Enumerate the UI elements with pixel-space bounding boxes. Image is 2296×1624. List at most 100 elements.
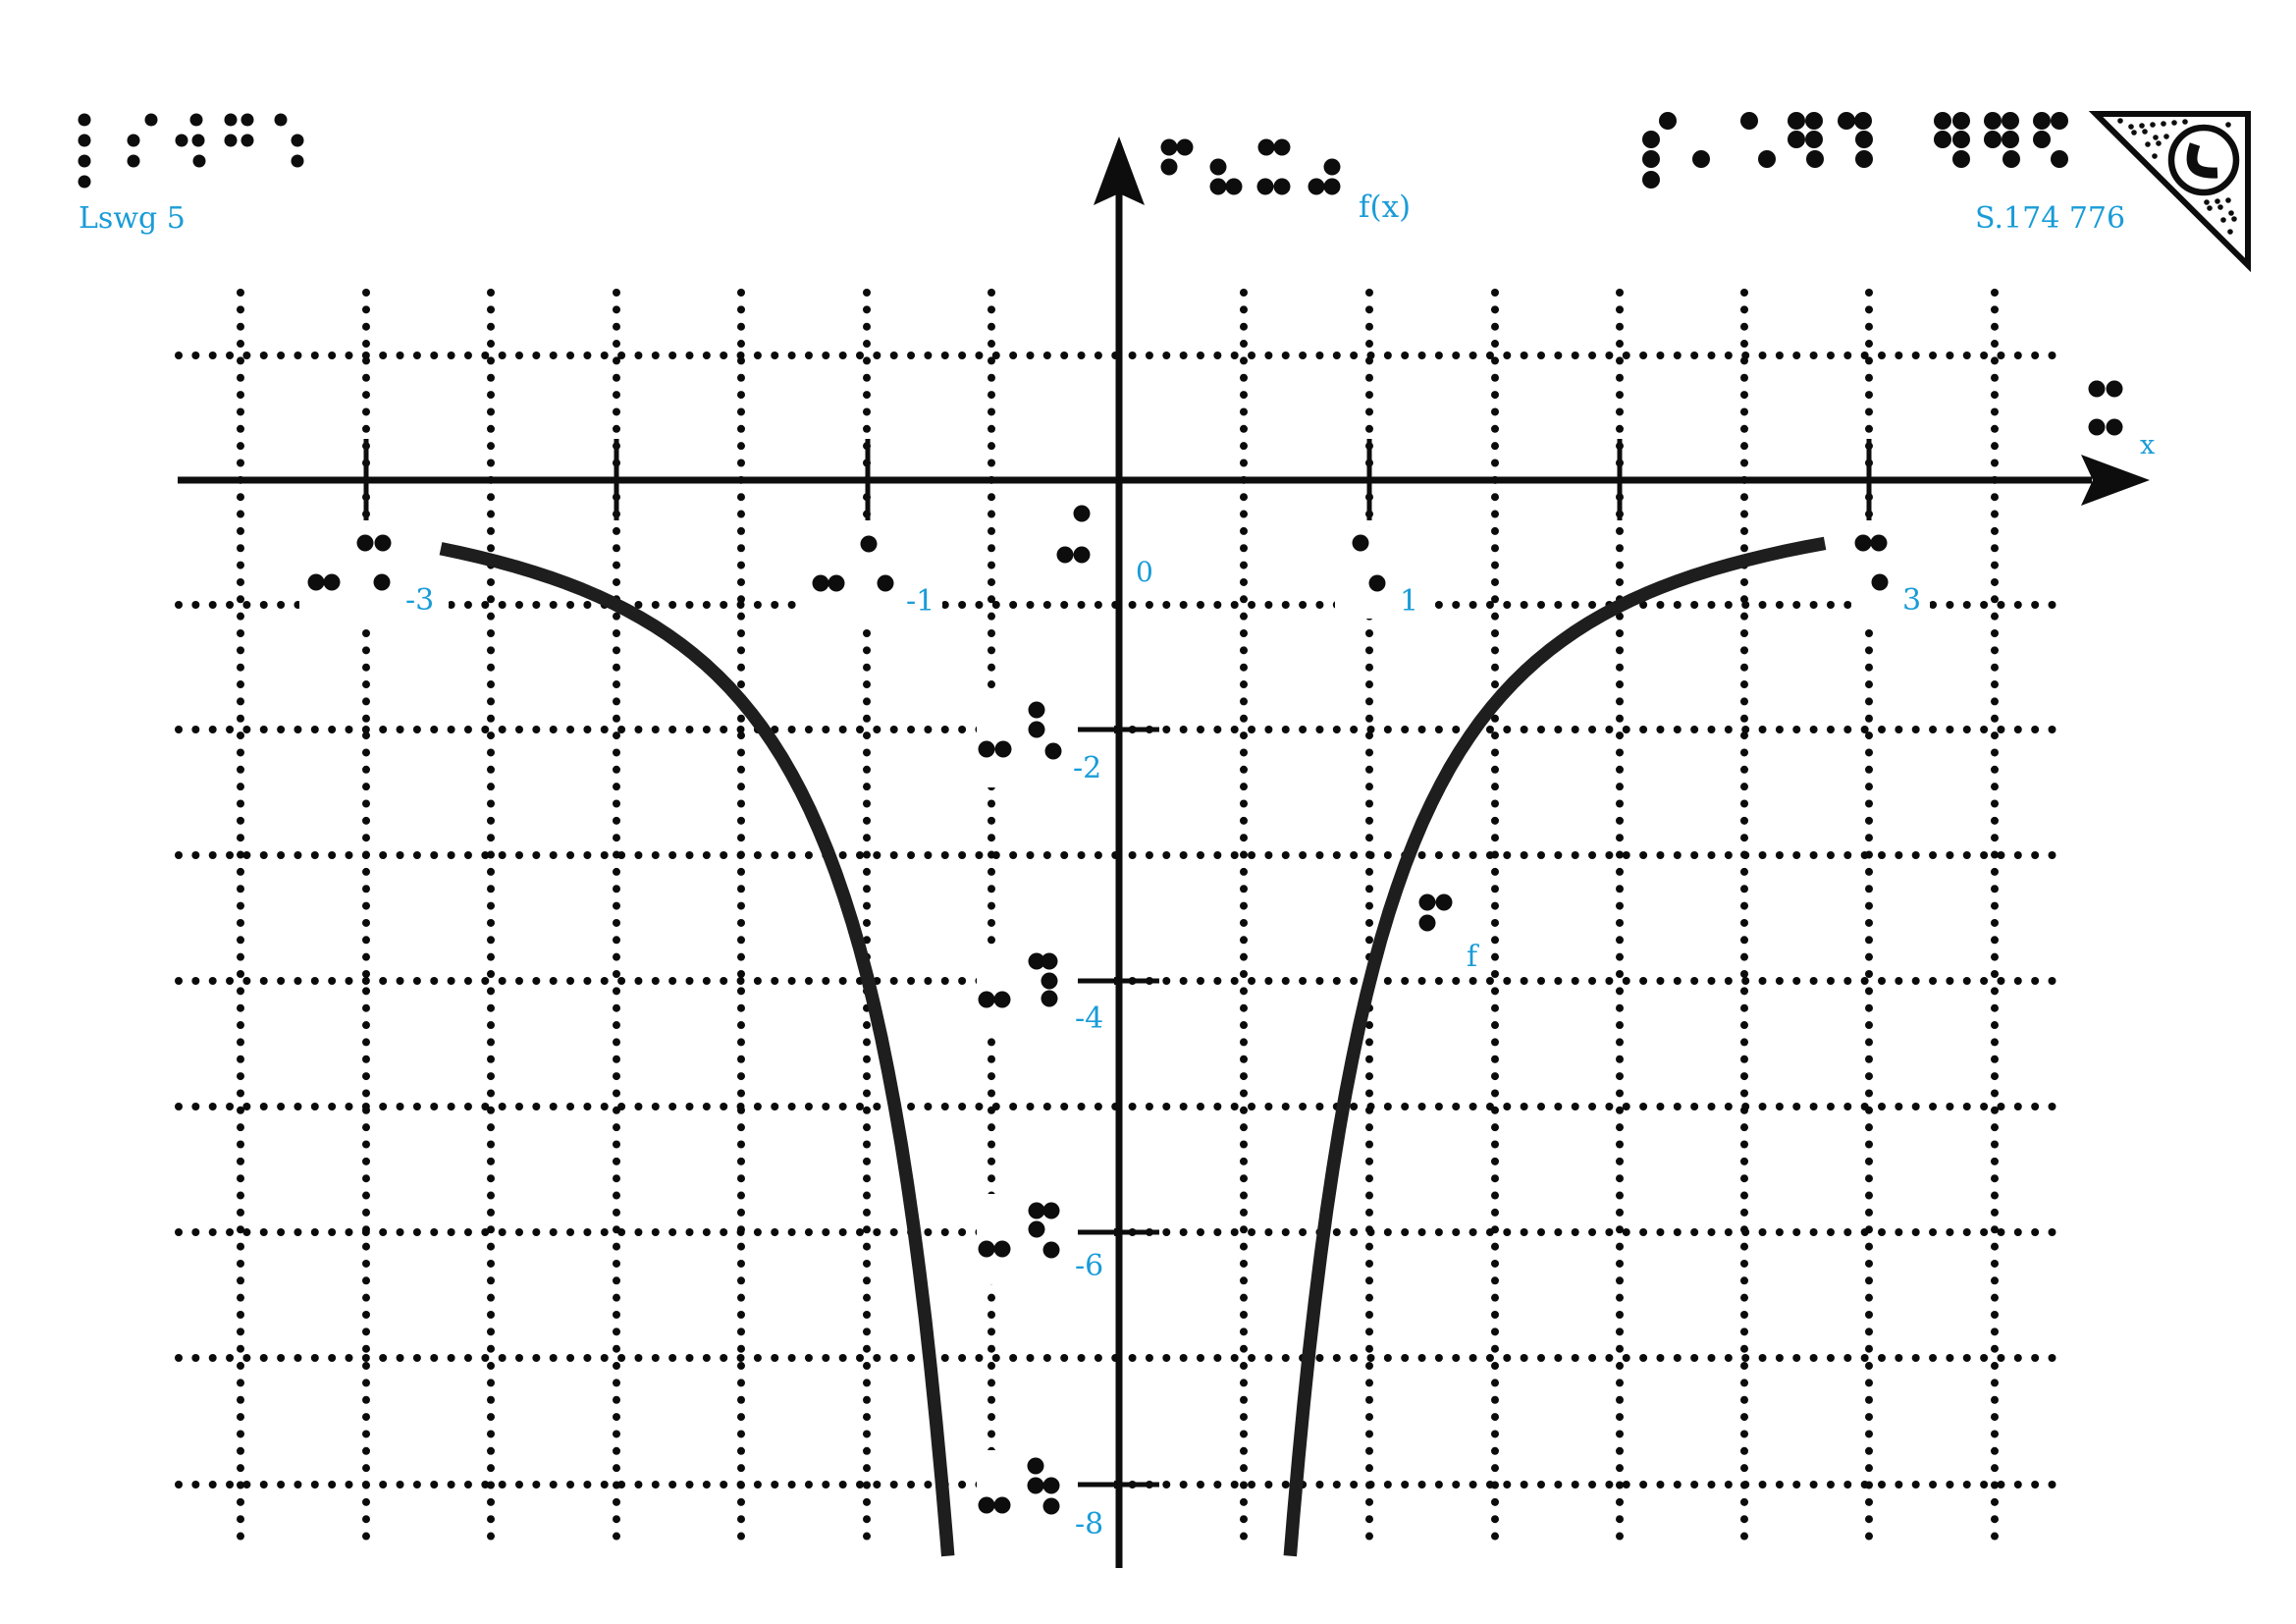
grid-dot [1248,1354,1256,1362]
grid-dot [863,1515,871,1524]
grid-dot [1365,748,1373,757]
grid-dot [1240,1362,1248,1371]
grid-dot [1991,459,1999,467]
grid-dot [1865,1055,1873,1063]
grid-dot [1740,1208,1748,1217]
grid-dot [515,601,523,609]
grid-dot [988,1430,995,1438]
grid-dot [1365,1140,1373,1149]
grid-dot [362,1464,370,1473]
grid-dot [1537,1228,1545,1236]
grid-dot [737,885,745,893]
grid-dot [1741,851,1750,859]
grid-dot [1417,1481,1426,1489]
grid-dot [1571,601,1579,609]
grid-dot [940,851,949,859]
grid-dot [1865,867,1873,876]
braille-dot [1642,171,1660,189]
grid-dot [863,305,871,314]
grid-dot [1366,726,1375,733]
grid-dot [1809,1481,1818,1489]
braille-dot [978,740,995,758]
grid-dot [753,851,762,859]
grid-dot [362,697,370,706]
grid-dot [1946,977,1954,985]
grid-dot [1740,526,1748,535]
grid-dot [975,851,984,859]
grid-dot [1315,851,1324,859]
grid-dot [1315,726,1324,733]
grid-dot [532,851,541,859]
grid-dot [1240,1106,1248,1114]
grid-dot [1077,601,1086,609]
grid-dot [613,1123,620,1132]
grid-dot [617,1228,626,1236]
grid-dot [863,918,871,927]
grid-dot [1991,1379,1999,1387]
grid-dot [487,799,495,808]
grid-dot [1792,352,1801,359]
grid-dot [430,977,439,985]
grid-dot [1865,901,1873,910]
grid-dot [613,1072,620,1081]
grid-dot [737,442,745,451]
grid-dot [1707,851,1716,859]
grid-dot [1740,1293,1748,1302]
grid-dot [1230,601,1239,609]
grid-dot [237,1021,244,1030]
x-axis-tick [865,439,871,520]
grid-dot [362,1089,370,1098]
grid-dot [1878,1481,1886,1489]
grid-dot [498,601,507,609]
grid-dot [991,851,1000,859]
grid-dot [1946,851,1954,859]
grid-dot [1724,1481,1733,1489]
grid-dot [1997,851,2005,859]
grid-dot [863,663,871,672]
grid-dot [487,1395,495,1404]
grid-dot [1365,885,1373,893]
grid-dot [889,1228,898,1236]
grid-dot [237,1413,244,1422]
grid-dot [1616,765,1624,774]
grid-dot [362,373,370,382]
grid-dot [237,834,244,842]
grid-dot [1991,561,1999,569]
grid-dot [1077,352,1086,359]
grid-dot [958,851,967,859]
grid-dot [362,1293,370,1302]
grid-dot [1365,1430,1373,1438]
grid-dot [1865,1344,1873,1353]
grid-dot [1865,1395,1873,1404]
grid-dot [720,977,728,985]
grid-dot [1240,544,1248,553]
grid-dot [447,601,455,609]
grid-dot [1690,1228,1699,1236]
stipple-dot [2207,205,2213,211]
grid-dot [1281,977,1290,985]
grid-dot [889,977,898,985]
grid-dot [175,1228,183,1236]
grid-dot [1491,799,1499,808]
grid-dot [362,885,370,893]
grid-dot [226,977,235,985]
grid-dot [1878,1228,1886,1236]
grid-dot [1622,1481,1630,1489]
grid-dot [822,726,830,733]
grid-dot [237,1515,244,1524]
grid-dot [362,1395,370,1404]
grid-dot [873,1228,881,1236]
grid-dot [226,601,235,609]
grid-dot [737,663,745,672]
grid-dot [1616,936,1624,945]
grid-dot [863,1225,871,1234]
grid-dot [362,834,370,842]
grid-dot [1826,352,1835,359]
grid-dot [1991,680,1999,689]
grid-dot [1094,352,1102,359]
grid-dot [1991,663,1999,672]
grid-dot [2031,601,2040,609]
grid-dot [1491,612,1499,621]
grid-dot [1365,834,1373,842]
